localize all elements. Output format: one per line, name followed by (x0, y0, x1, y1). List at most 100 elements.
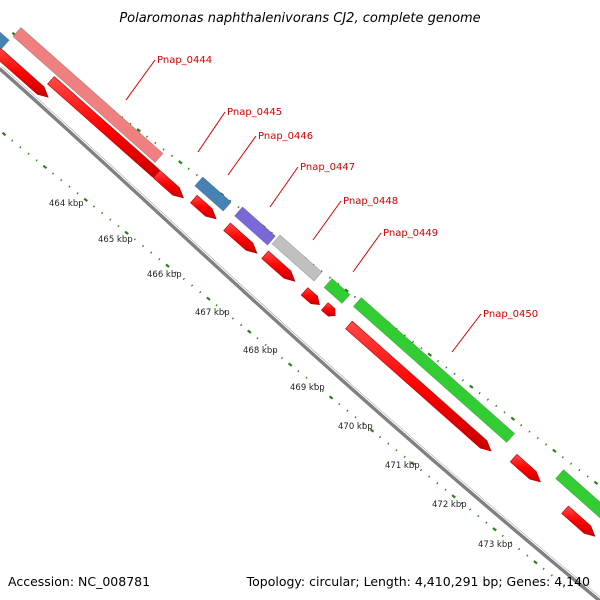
tick-dot (133, 238, 136, 241)
leader-line (269, 166, 299, 208)
tick-dot (344, 288, 349, 293)
tick-dot (199, 290, 202, 294)
tick-dot (35, 159, 38, 162)
map-title: Polaromonas naphthalenivorans CJ2, compl… (119, 11, 480, 26)
gene-label-pnap-0446[interactable]: Pnap_0446 (258, 131, 313, 142)
orf-arrow (190, 194, 217, 220)
tick-dot (561, 456, 564, 459)
backbone-highlight (0, 65, 600, 599)
ruler-label: 473 kbp (478, 540, 513, 550)
tick-dot (178, 160, 183, 165)
tick-dot (187, 167, 190, 170)
tick-dot (428, 475, 431, 478)
tick-dot (223, 310, 226, 314)
tick-dot (552, 448, 557, 453)
tick-dot (436, 359, 440, 363)
gene-bar (555, 469, 600, 519)
tick-dot (427, 352, 432, 357)
tick-dot (83, 197, 89, 202)
tick-dot (141, 244, 145, 248)
orf-arrow (300, 287, 320, 305)
ruler-label: 464 kbp (49, 199, 84, 209)
leader-line (312, 200, 342, 241)
tick-dot (247, 329, 252, 334)
tick-dot (550, 574, 553, 577)
tick-dot (240, 323, 243, 327)
gene-bar (323, 278, 351, 304)
tick-dot (162, 148, 165, 151)
gene-label-pnap-0448[interactable]: Pnap_0448 (343, 196, 398, 207)
gene-bar (352, 297, 516, 443)
tick-dot (150, 251, 153, 254)
ruler-label: 471 kbp (385, 461, 420, 471)
tick-dot (145, 135, 149, 138)
tick-dot (503, 411, 506, 414)
tick-dot (495, 404, 498, 408)
tick-dot (369, 428, 375, 433)
tick-dot (460, 501, 463, 505)
tick-dot (411, 340, 415, 343)
tick-dot (403, 455, 406, 458)
gene-bar (12, 27, 164, 163)
tick-dot (182, 277, 185, 281)
tick-dot (509, 541, 513, 544)
orf-arrow (261, 250, 296, 282)
leader-line (197, 111, 226, 153)
tick-dot (264, 343, 267, 346)
ruler-label: 467 kbp (195, 308, 230, 318)
tick-dot (578, 468, 581, 472)
tick-dot (410, 461, 416, 466)
tick-dot (338, 402, 341, 406)
tick-dot (444, 488, 447, 491)
tick-dot (92, 205, 96, 208)
tick-dot (51, 172, 55, 175)
gene-labels: Pnap_0444 Pnap_0445 Pnap_0446 Pnap_0447 … (125, 55, 538, 353)
gene-label-pnap-0447[interactable]: Pnap_0447 (300, 162, 355, 173)
ruler-label: 470 kbp (338, 422, 373, 432)
tick-dot (492, 527, 497, 532)
tick-dot (501, 534, 504, 538)
tick-dot (297, 370, 300, 373)
ruler-label: 472 kbp (432, 500, 467, 510)
tick-dot (27, 152, 30, 155)
tick-dot (136, 128, 141, 133)
tick-dot (229, 199, 232, 202)
gene-label-pnap-0449[interactable]: Pnap_0449 (383, 228, 438, 239)
orf-arrow (152, 169, 184, 199)
leader-line (352, 232, 382, 273)
tick-dot (593, 480, 599, 485)
gene-label-pnap-0445[interactable]: Pnap_0445 (227, 107, 282, 118)
tick-dot (520, 424, 523, 427)
tick-dot (536, 436, 539, 440)
orf-arrow (0, 47, 49, 98)
tick-dot (68, 185, 71, 188)
tick-dot (321, 389, 324, 393)
leader-line (227, 135, 257, 176)
tick-dot (101, 211, 104, 215)
tick-dot (305, 376, 308, 379)
backbone-line (0, 66, 600, 600)
tick-dot (124, 230, 129, 235)
gene-bar (194, 176, 232, 212)
tick-dot (1, 131, 7, 137)
tick-dot (117, 225, 120, 228)
tick-dot (486, 398, 489, 401)
tick-dot (419, 468, 423, 472)
tick-dot (542, 567, 545, 570)
tick-dot (510, 416, 516, 421)
tick-dot (320, 270, 323, 273)
tick-dot (109, 218, 112, 221)
ruler-label: 469 kbp (290, 383, 325, 393)
tick-dot (586, 475, 589, 478)
tick-dot (328, 276, 332, 279)
tick-dot (528, 430, 531, 433)
tick-dot (60, 178, 63, 182)
tick-dot (76, 192, 79, 195)
gene-label-pnap-0450[interactable]: Pnap_0450 (483, 309, 538, 320)
gene-label-pnap-0444[interactable]: Pnap_0444 (157, 55, 212, 66)
gene-bars (0, 27, 600, 519)
ruler-label: 465 kbp (98, 235, 133, 245)
ruler-labels: 464 kbp 465 kbp 466 kbp 467 kbp 468 kbp … (49, 199, 513, 550)
tick-dot (477, 514, 480, 518)
